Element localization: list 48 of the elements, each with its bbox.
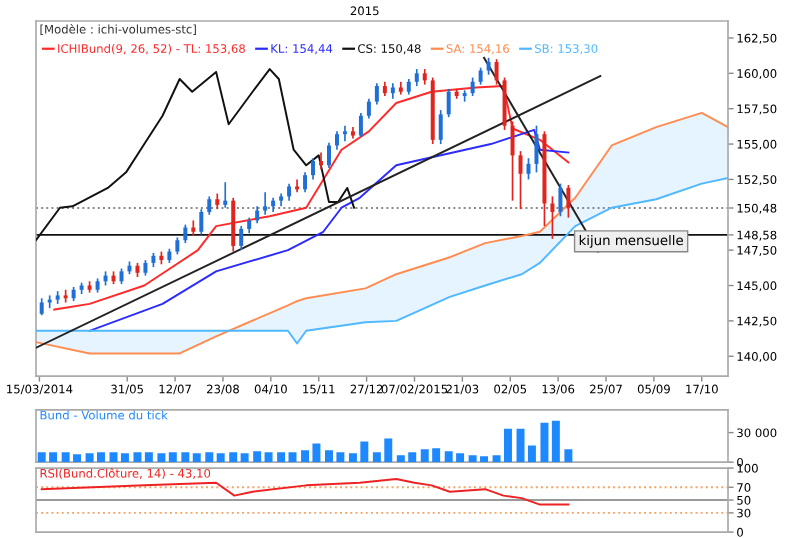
line-series [40,477,570,506]
candlestick [223,181,228,209]
bar [540,422,549,463]
candlestick [342,124,347,143]
candlestick [295,178,300,193]
bar [551,420,560,463]
bar [240,453,249,463]
candlestick [239,225,244,251]
candlestick [326,141,331,169]
bar [205,452,214,463]
candlestick [526,157,531,181]
candlestick [438,109,443,145]
bar [229,452,238,463]
line-series [88,128,570,332]
candlestick [510,120,515,202]
candlestick [550,195,555,240]
candlestick [374,82,379,106]
candlestick [207,195,212,216]
candlestick [470,76,475,97]
candlestick [358,112,363,138]
candlestick [534,124,539,174]
bar [253,451,262,463]
candlestick [518,150,523,210]
candlestick [319,151,323,171]
candlestick [311,157,316,181]
bar [277,452,286,463]
bar [216,453,225,463]
candlestick [558,182,563,218]
bar [133,452,142,463]
candlestick [366,97,371,120]
candlestick [446,88,451,119]
candlestick [231,196,236,253]
bar [157,453,166,463]
candlestick [566,184,571,219]
bar [264,452,273,463]
bar [192,453,201,463]
bar [144,452,153,463]
bar [168,452,177,463]
candlestick [183,223,188,244]
bar [564,449,573,463]
candlestick [263,191,268,216]
bar [181,452,190,463]
candlestick [334,130,339,151]
candlestick [191,219,196,237]
candlestick [303,171,308,193]
candlestick [494,58,499,86]
candlestick [502,76,507,131]
candlestick [199,208,204,236]
